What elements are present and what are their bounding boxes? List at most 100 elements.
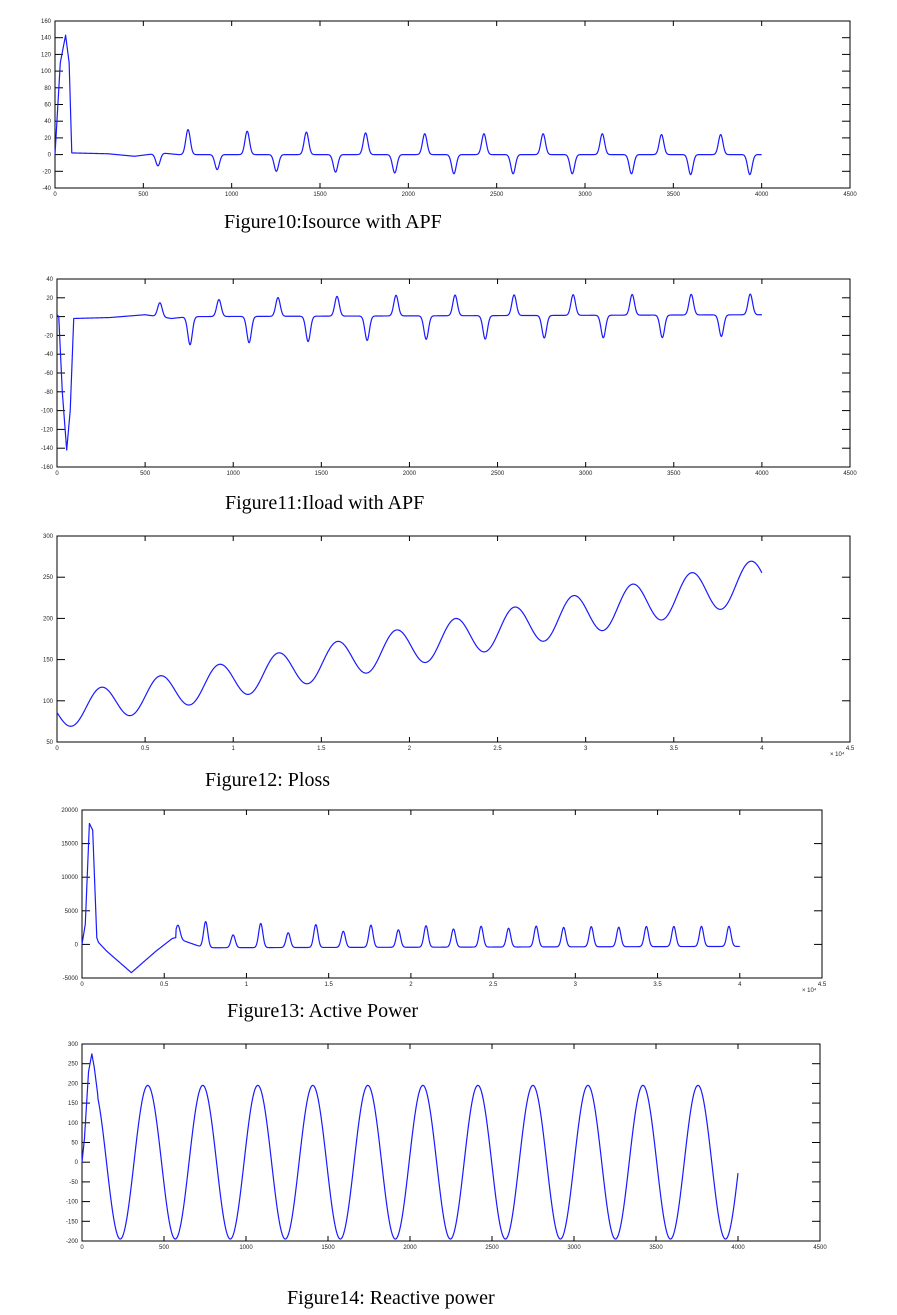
chart-fig12: 0 0.5 1 1.5 2 2.5 3 3.5 4 4.5 50 100 150 200 250 300 × 1…: [43, 534, 855, 758]
chart-fig10: 0 500 1000 1500 2000 2500 3000 3500 4000 4500-40-…: [41, 19, 857, 198]
x-tick-label: 1: [232, 746, 236, 752]
x-tick-label: 3: [584, 746, 588, 752]
x-tick-label: 500: [159, 1245, 170, 1251]
y-tick-label: 80: [44, 86, 51, 92]
caption-figure14: Figure14: Reactive power: [287, 1287, 495, 1309]
x-tick-label: 2500: [491, 471, 505, 477]
x-tick-label: 4000: [731, 1245, 745, 1251]
y-tick-label: 20: [44, 136, 51, 142]
y-tick-label: 40: [44, 119, 51, 125]
x-tick-label: 500: [138, 192, 149, 198]
x-tick-label: 3000: [579, 471, 593, 477]
x-tick-label: 1.5: [317, 746, 326, 752]
x-tick-label: 3000: [567, 1245, 581, 1251]
series-line: [81, 1053, 739, 1240]
x-tick-label: 0.5: [141, 746, 150, 752]
y-tick-label: 40: [46, 277, 53, 283]
plot-frame: [81, 1043, 821, 1242]
series-line: [56, 293, 763, 451]
y-tick-label: 200: [68, 1081, 79, 1087]
y-tick-label: -40: [42, 186, 51, 192]
y-tick-label: -20: [44, 333, 53, 339]
y-tick-label: -150: [66, 1219, 79, 1225]
series-line: [56, 560, 763, 727]
x-tick-label: 4500: [813, 1245, 827, 1251]
x-tick-label: 4500: [843, 192, 857, 198]
y-tick-label: 100: [41, 69, 52, 75]
x-tick-label: 3.5: [670, 746, 679, 752]
x-tick-label: 0: [80, 982, 84, 988]
plot-frame: [56, 278, 851, 468]
x-tick-label: 2.5: [493, 746, 502, 752]
y-tick-label: 60: [44, 103, 51, 109]
y-tick-label: 300: [68, 1042, 79, 1048]
x-tick-label: 1000: [227, 471, 241, 477]
x-tick-label: 1500: [315, 471, 329, 477]
x-tick-label: 4: [738, 982, 742, 988]
chart-fig13: 0 0.5 1 1.5 2 2.5 3 3.5 4 4.5-5000050001000015000…: [61, 808, 827, 994]
y-tick-label: -120: [41, 427, 54, 433]
x-tick-label: 2: [408, 746, 412, 752]
caption-figure12: Figure12: Ploss: [205, 769, 331, 791]
y-tick-label: -200: [66, 1239, 79, 1245]
x-tick-label: 3: [574, 982, 578, 988]
x-axis-multiplier: × 10⁴: [802, 987, 817, 994]
x-tick-label: 2: [409, 982, 413, 988]
x-tick-label: 3500: [667, 192, 681, 198]
y-tick-label: -40: [44, 352, 53, 358]
x-tick-label: 4.5: [846, 746, 855, 752]
y-tick-label: 300: [43, 534, 54, 540]
y-tick-label: 120: [41, 52, 52, 58]
y-tick-label: 20000: [61, 808, 78, 814]
x-tick-label: 1500: [313, 192, 327, 198]
x-tick-label: 0.5: [160, 982, 169, 988]
x-tick-label: 1000: [225, 192, 239, 198]
chart-fig11: 0 500 1000 1500 2000 2500 3000 3500 4000 4500 -160…: [41, 277, 857, 477]
x-axis-multiplier: × 10⁴: [830, 751, 845, 758]
x-tick-label: 0: [55, 746, 59, 752]
x-tick-label: 2000: [403, 471, 417, 477]
x-tick-label: 3.5: [653, 982, 662, 988]
x-tick-label: 1500: [321, 1245, 335, 1251]
x-tick-label: 500: [140, 471, 151, 477]
y-tick-label: 20: [46, 296, 53, 302]
plot-frame: [54, 20, 851, 189]
x-tick-label: 2500: [490, 192, 504, 198]
y-tick-label: -60: [44, 371, 53, 377]
y-tick-label: 0: [75, 942, 79, 948]
y-tick-label: 0: [50, 315, 54, 321]
x-tick-label: 4000: [755, 471, 769, 477]
x-tick-label: 1000: [239, 1245, 253, 1251]
y-tick-label: 0: [75, 1160, 79, 1166]
y-tick-label: -80: [44, 390, 53, 396]
y-tick-label: -100: [41, 409, 54, 415]
series-line: [54, 34, 762, 176]
y-tick-label: 160: [41, 19, 52, 25]
y-tick-label: 100: [68, 1121, 79, 1127]
y-tick-label: -160: [41, 465, 54, 471]
x-tick-label: 4000: [755, 192, 769, 198]
x-tick-label: 0: [55, 471, 59, 477]
y-tick-label: 50: [71, 1141, 78, 1147]
plot-frame: [56, 535, 851, 743]
x-tick-label: 1.5: [324, 982, 333, 988]
y-tick-label: 0: [48, 153, 52, 159]
y-tick-label: -140: [41, 446, 54, 452]
y-tick-label: 200: [43, 616, 54, 622]
chart-fig14: 0 500 1000 1500 2000 2500 3000 3500 4000 4500-200…: [66, 1042, 827, 1251]
y-tick-label: 250: [43, 575, 54, 581]
y-tick-label: 150: [43, 658, 54, 664]
x-tick-label: 4: [760, 746, 764, 752]
caption-figure11: Figure11:Iload with APF: [225, 492, 425, 514]
y-tick-label: 100: [43, 699, 54, 705]
x-tick-label: 2.5: [489, 982, 498, 988]
x-tick-label: 1: [245, 982, 249, 988]
x-tick-label: 3500: [667, 471, 681, 477]
y-tick-label: 10000: [61, 875, 78, 881]
y-tick-label: 5000: [65, 909, 79, 915]
x-tick-label: 4.5: [818, 982, 827, 988]
y-tick-label: -5000: [63, 976, 79, 982]
caption-figure10: Figure10:Isource with APF: [224, 211, 442, 233]
x-tick-label: 2000: [402, 192, 416, 198]
